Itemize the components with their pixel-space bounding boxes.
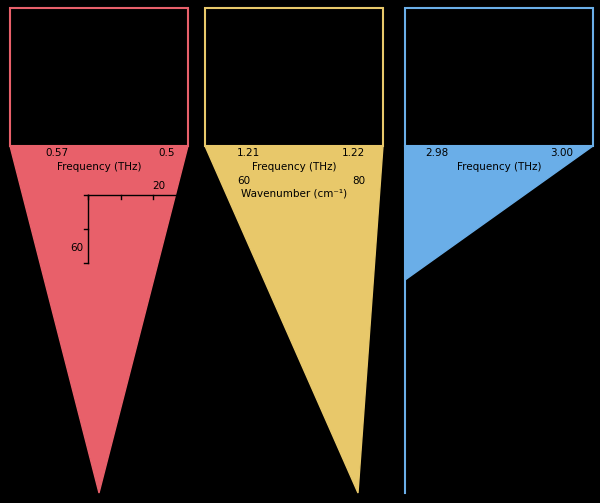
Text: 100: 100 <box>380 208 400 218</box>
Text: 1.21: 1.21 <box>237 148 260 158</box>
Text: 60: 60 <box>70 243 83 253</box>
Text: Frequency (THz): Frequency (THz) <box>252 162 336 172</box>
Text: 0.5: 0.5 <box>158 148 175 158</box>
Text: Frequency (THz): Frequency (THz) <box>57 162 141 172</box>
Text: 0.57: 0.57 <box>45 148 68 158</box>
Bar <box>405 8 593 146</box>
Text: Wavenumber (cm⁻¹): Wavenumber (cm⁻¹) <box>241 189 347 199</box>
Text: 3.00: 3.00 <box>550 148 573 158</box>
Text: Frequency (THz): Frequency (THz) <box>457 162 541 172</box>
Text: 2.98: 2.98 <box>425 148 448 158</box>
Text: 20: 20 <box>152 181 165 191</box>
Polygon shape <box>405 146 593 280</box>
Text: 1.22: 1.22 <box>342 148 365 158</box>
Bar <box>205 8 383 146</box>
Bar <box>10 8 188 146</box>
Polygon shape <box>10 146 188 493</box>
Text: 60: 60 <box>237 176 250 186</box>
Polygon shape <box>205 146 383 493</box>
Text: 80: 80 <box>352 176 365 186</box>
